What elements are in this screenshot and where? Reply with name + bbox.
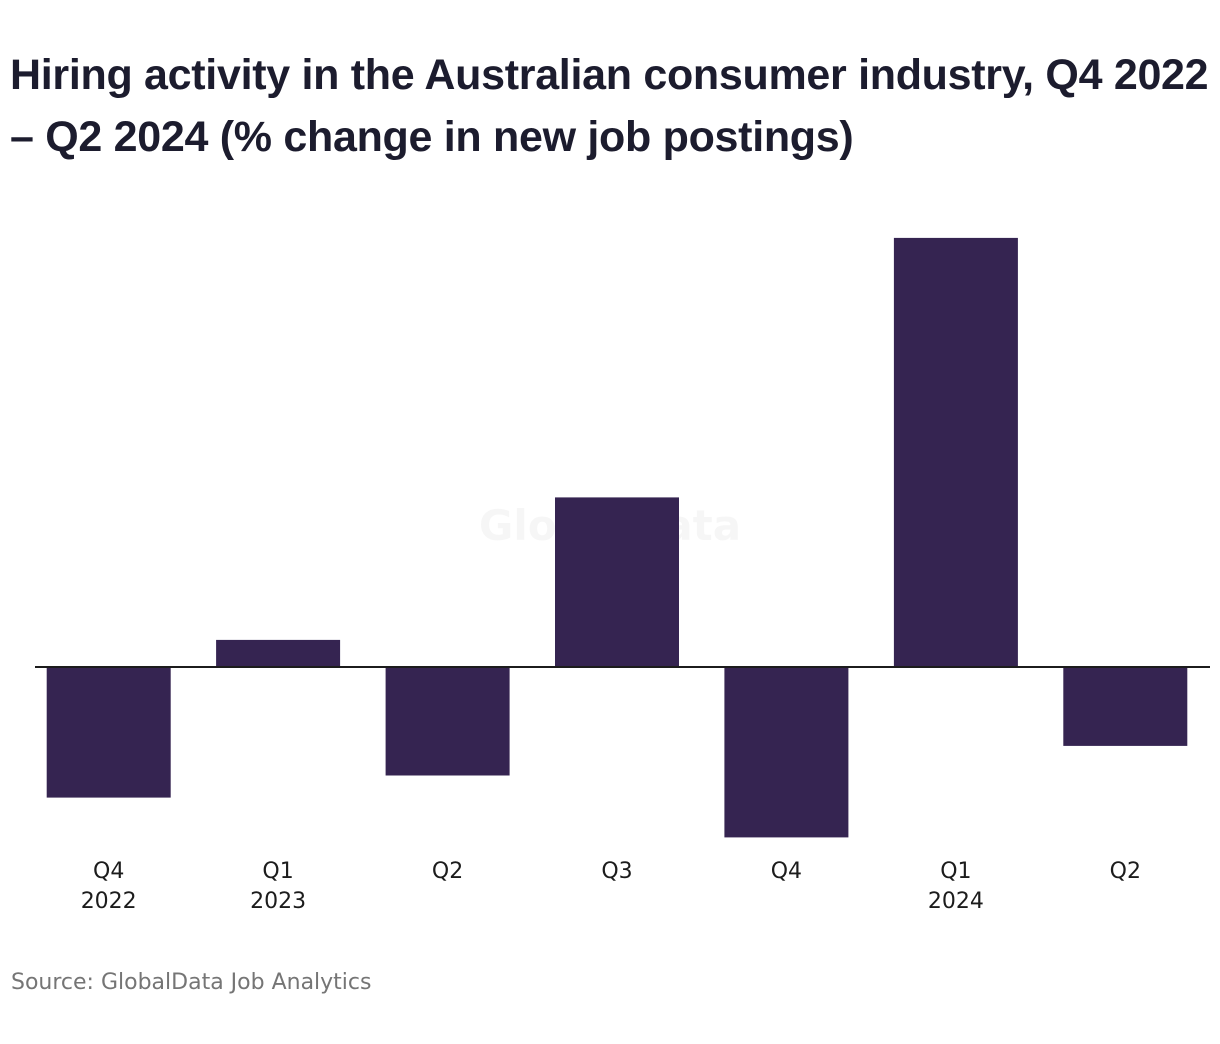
bar-6: [1063, 667, 1188, 746]
bar-3: [555, 497, 679, 667]
bar-4: [724, 667, 849, 838]
x-tick-quarter-4: Q4: [771, 859, 802, 884]
x-tick-quarter-6: Q2: [1110, 859, 1141, 884]
bar-1: [216, 639, 341, 667]
x-tick-year-1: 2023: [250, 889, 306, 914]
bar-5: [893, 237, 1018, 667]
source-note: Source: GlobalData Job Analytics: [11, 970, 372, 995]
x-tick-quarter-5: Q1: [940, 859, 971, 884]
chart-title: Hiring activity in the Australian consum…: [10, 51, 1209, 161]
x-tick-quarter-0: Q4: [93, 859, 124, 884]
bar-0: [46, 667, 171, 798]
x-tick-year-0: 2022: [81, 889, 137, 914]
x-tick-quarter-1: Q1: [262, 859, 293, 884]
x-tick-quarter-3: Q3: [601, 859, 632, 884]
x-tick-year-5: 2024: [928, 889, 984, 914]
bar-2: [385, 667, 510, 776]
x-tick-quarter-2: Q2: [432, 859, 463, 884]
